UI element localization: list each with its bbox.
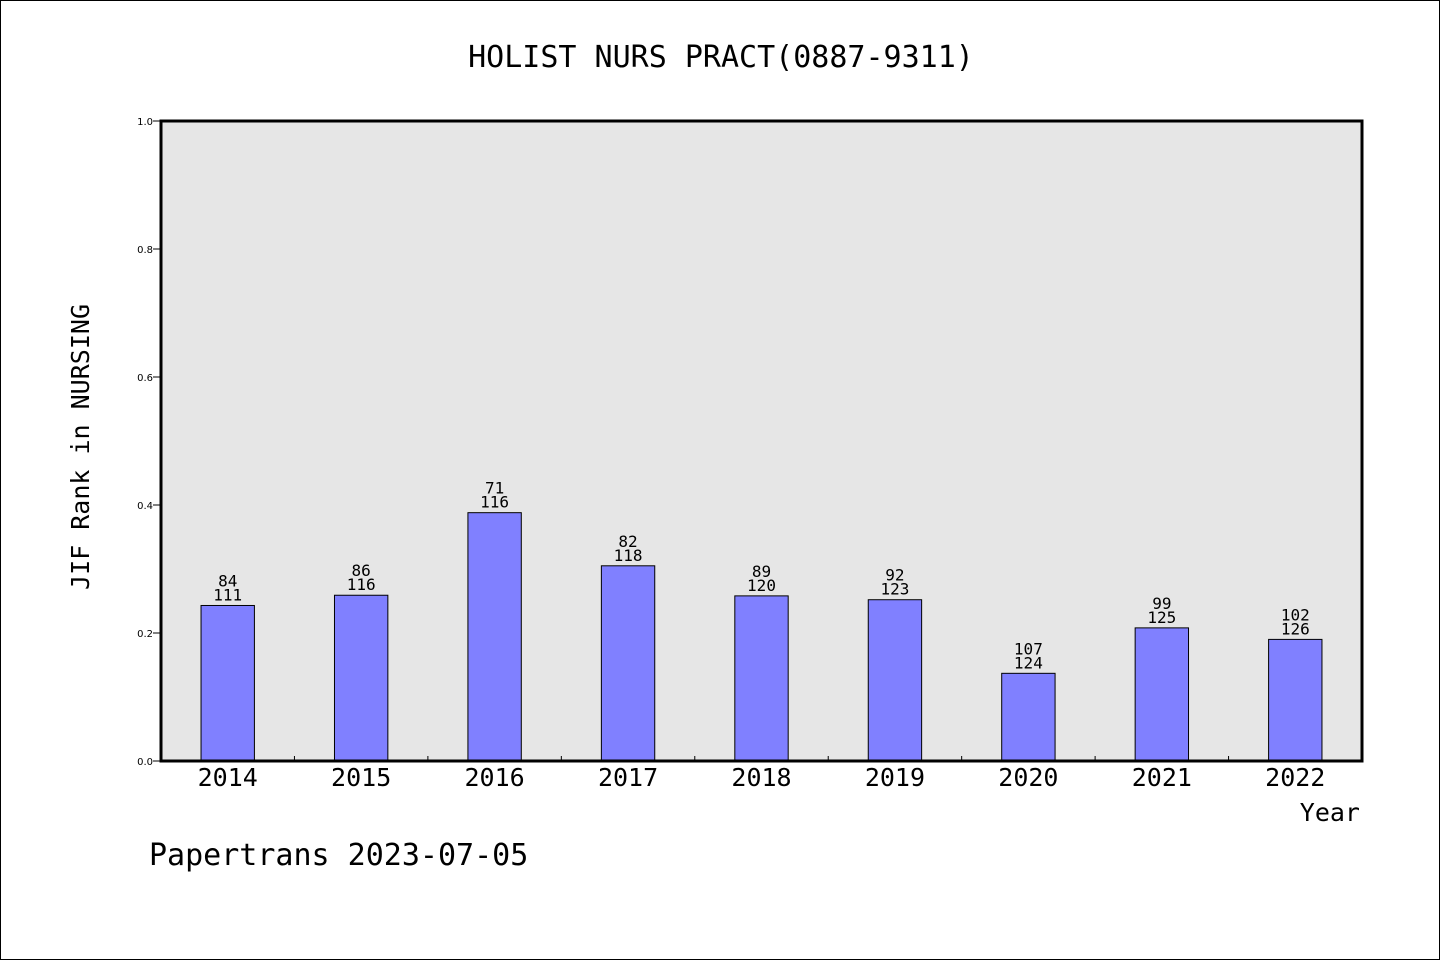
chart-title: HOLIST NURS PRACT(0887-9311) (468, 40, 974, 75)
x-axis: 2014 2015 2016 2017 2018 2019 2020 2021 2022 (198, 756, 1325, 792)
bar-rank-label: 99 (1152, 594, 1171, 613)
x-tick-label: 2019 (865, 763, 925, 792)
plot-frame (159, 119, 1364, 763)
bar-total-label: 120 (747, 576, 776, 595)
y-tick-label: 0.8 (137, 245, 153, 256)
x-tick-label: 2020 (998, 763, 1058, 792)
y-tick-label: 0.6 (137, 373, 153, 384)
y-tick-label: 1.0 (137, 117, 153, 128)
bar-rank-label: 84 (218, 571, 237, 590)
x-tick-label: 2015 (331, 763, 391, 792)
bar-total-label: 116 (347, 575, 376, 594)
bar-total-label: 124 (1014, 653, 1043, 672)
bar-rank-label: 102 (1281, 605, 1310, 624)
bar-total-label: 123 (880, 580, 909, 599)
bar-rank-label: 71 (485, 479, 504, 498)
bar-total-label: 126 (1281, 619, 1310, 638)
y-tick-label: 0.0 (137, 757, 153, 768)
y-tick-label: 0.2 (137, 629, 153, 640)
bar-rank-label: 92 (885, 566, 904, 585)
x-tick-label: 2016 (465, 763, 525, 792)
bar-2019 (867, 599, 923, 762)
bar-rank-label: 86 (352, 561, 371, 580)
y-tick-label: 0.4 (137, 501, 153, 512)
bar-2018 (734, 595, 789, 762)
bar-total-label: 111 (213, 585, 242, 604)
bar-total-label: 125 (1147, 608, 1176, 627)
bar-2020 (1001, 672, 1056, 762)
bar-2016 (467, 512, 522, 762)
bar-2015 (333, 594, 389, 762)
bar-total-label: 116 (480, 493, 509, 512)
x-tick-label: 2018 (731, 763, 791, 792)
x-tick-label: 2021 (1132, 763, 1192, 792)
bar-2021 (1134, 627, 1190, 762)
bar-rank-label: 89 (752, 562, 771, 581)
x-axis-label: Year (1300, 798, 1360, 827)
bar-series (200, 512, 1323, 762)
bar-labels: 8411186116711168211889120921231071249912… (213, 479, 1309, 673)
x-tick-label: 2022 (1265, 763, 1325, 792)
y-axis-label: JIF Rank in NURSING (66, 304, 95, 590)
source-footer: Papertrans 2023-07-05 (149, 838, 528, 873)
x-tick-label: 2014 (198, 763, 258, 792)
bar-2017 (600, 565, 656, 762)
y-axis: 0.0 0.2 0.4 0.6 0.8 1.0 (137, 117, 161, 768)
x-tick-label: 2017 (598, 763, 658, 792)
bar-total-label: 118 (614, 546, 643, 565)
bar-2022 (1268, 638, 1323, 762)
bar-2014 (200, 604, 255, 762)
bar-rank-label: 107 (1014, 639, 1043, 658)
bar-rank-label: 82 (618, 532, 637, 551)
